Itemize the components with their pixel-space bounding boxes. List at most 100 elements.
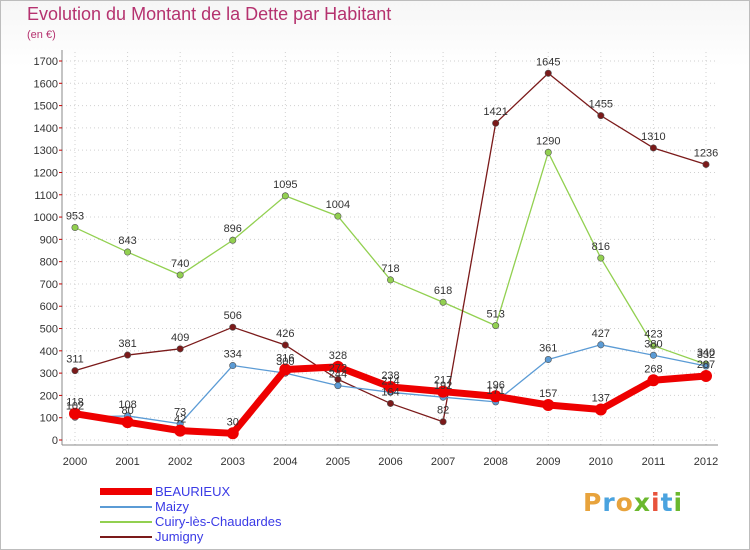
data-point-beaurieux [69, 407, 81, 420]
y-tick-label: 1400 [34, 123, 58, 135]
x-tick-label: 2003 [221, 456, 245, 468]
chart-subtitle: (en €) [27, 29, 56, 41]
data-label-maizy: 332 [697, 349, 715, 361]
y-tick-label: 1000 [34, 212, 58, 224]
y-tick-label: 1200 [34, 167, 58, 179]
x-tick-label: 2006 [378, 456, 402, 468]
data-point-cuiry-les-chaudardes [281, 192, 289, 200]
data-label-maizy: 102 [66, 400, 84, 412]
data-label-cuiry-les-chaudardes: 423 [644, 329, 662, 341]
data-point-jumigny [649, 144, 657, 152]
legend-swatch [100, 520, 152, 523]
data-label-maizy: 73 [174, 407, 186, 419]
proxiti-logo: Proxiti [583, 488, 683, 517]
data-point-jumigny [229, 323, 237, 331]
data-point-cuiry-les-chaudardes [334, 212, 342, 220]
data-label-cuiry-les-chaudardes: 340 [697, 347, 715, 359]
data-label-beaurieux: 42 [174, 414, 186, 426]
x-tick-label: 2007 [431, 456, 455, 468]
data-point-beaurieux [384, 380, 397, 393]
data-label-beaurieux: 328 [329, 350, 347, 362]
data-label-beaurieux: 118 [66, 397, 84, 409]
x-tick-label: 2011 [642, 456, 666, 468]
data-label-maizy: 108 [118, 399, 136, 411]
y-tick-label: 300 [40, 368, 58, 380]
data-label-jumigny: 164 [381, 386, 399, 398]
data-label-beaurieux: 316 [276, 353, 294, 365]
x-tick-label: 2004 [273, 456, 297, 468]
data-point-maizy [544, 356, 552, 364]
y-tick-label: 1300 [34, 145, 58, 157]
legend-swatch [100, 488, 152, 495]
data-label-maizy: 380 [644, 338, 662, 350]
data-label-jumigny: 82 [437, 405, 449, 417]
y-tick-label: 500 [40, 324, 58, 336]
logo-letter: o [615, 488, 634, 517]
data-point-jumigny [281, 341, 289, 349]
data-label-beaurieux: 137 [592, 392, 610, 404]
data-point-maizy [229, 362, 237, 370]
data-point-cuiry-les-chaudardes [597, 254, 605, 262]
legend-label: Cuiry-lès-Chaudardes [155, 514, 282, 529]
data-label-beaurieux: 238 [381, 370, 399, 382]
y-tick-label: 1700 [34, 56, 58, 68]
data-label-maizy: 334 [224, 349, 242, 361]
data-label-jumigny: 381 [118, 338, 136, 350]
data-label-maizy: 427 [592, 328, 610, 340]
data-point-jumigny [597, 112, 605, 120]
data-label-cuiry-les-chaudardes: 740 [171, 258, 189, 270]
y-tick-label: 400 [40, 346, 58, 358]
data-label-cuiry-les-chaudardes: 896 [224, 223, 242, 235]
data-point-cuiry-les-chaudardes [71, 224, 79, 232]
data-label-cuiry-les-chaudardes: 1095 [273, 179, 297, 191]
y-tick-label: 700 [40, 279, 58, 291]
legend-swatch [100, 535, 152, 538]
data-point-jumigny [386, 399, 394, 407]
data-label-beaurieux: 217 [434, 375, 452, 387]
data-label-jumigny: 1455 [589, 99, 613, 111]
x-tick-label: 2000 [63, 456, 87, 468]
x-tick-label: 2001 [115, 456, 139, 468]
data-point-beaurieux [700, 370, 712, 383]
data-label-beaurieux: 157 [539, 388, 557, 400]
x-tick-label: 2012 [694, 456, 718, 468]
data-point-jumigny [492, 119, 500, 127]
data-label-jumigny: 1310 [641, 131, 665, 143]
logo-letter: i [673, 488, 684, 517]
data-label-jumigny: 1421 [483, 106, 507, 118]
data-label-cuiry-les-chaudardes: 816 [592, 241, 610, 253]
chart-title: Evolution du Montant de la Dette par Hab… [27, 4, 392, 24]
data-point-maizy [649, 351, 657, 359]
data-point-jumigny [124, 351, 132, 359]
logo-letter: r [602, 488, 616, 517]
data-point-jumigny [439, 418, 447, 426]
data-label-maizy: 300 [276, 356, 294, 368]
y-tick-label: 200 [40, 390, 58, 402]
data-label-maizy: 244 [329, 369, 347, 381]
logo-letter: i [651, 488, 661, 517]
y-tick-label: 0 [52, 435, 58, 447]
data-point-cuiry-les-chaudardes [492, 322, 500, 330]
data-point-maizy [597, 341, 605, 349]
data-point-beaurieux [594, 403, 607, 416]
data-point-beaurieux [279, 363, 292, 376]
data-label-jumigny: 311 [66, 354, 84, 366]
data-label-beaurieux: 268 [644, 363, 662, 375]
data-label-maizy: 171 [486, 385, 504, 397]
data-point-jumigny [176, 345, 184, 353]
data-label-maizy: 361 [539, 343, 557, 355]
data-label-jumigny: 409 [171, 332, 189, 344]
data-label-jumigny: 1236 [694, 147, 718, 159]
data-point-cuiry-les-chaudardes [176, 271, 184, 279]
data-point-beaurieux [542, 398, 555, 411]
data-label-cuiry-les-chaudardes: 1004 [326, 199, 350, 211]
legend-label: Maizy [155, 499, 189, 514]
data-label-beaurieux: 80 [121, 405, 133, 417]
y-tick-label: 1100 [34, 190, 58, 202]
data-point-beaurieux [489, 390, 502, 403]
data-label-maizy: 214 [381, 375, 399, 387]
data-label-cuiry-les-chaudardes: 843 [118, 235, 136, 247]
data-label-beaurieux: 30 [227, 416, 239, 428]
data-point-cuiry-les-chaudardes [439, 298, 447, 306]
